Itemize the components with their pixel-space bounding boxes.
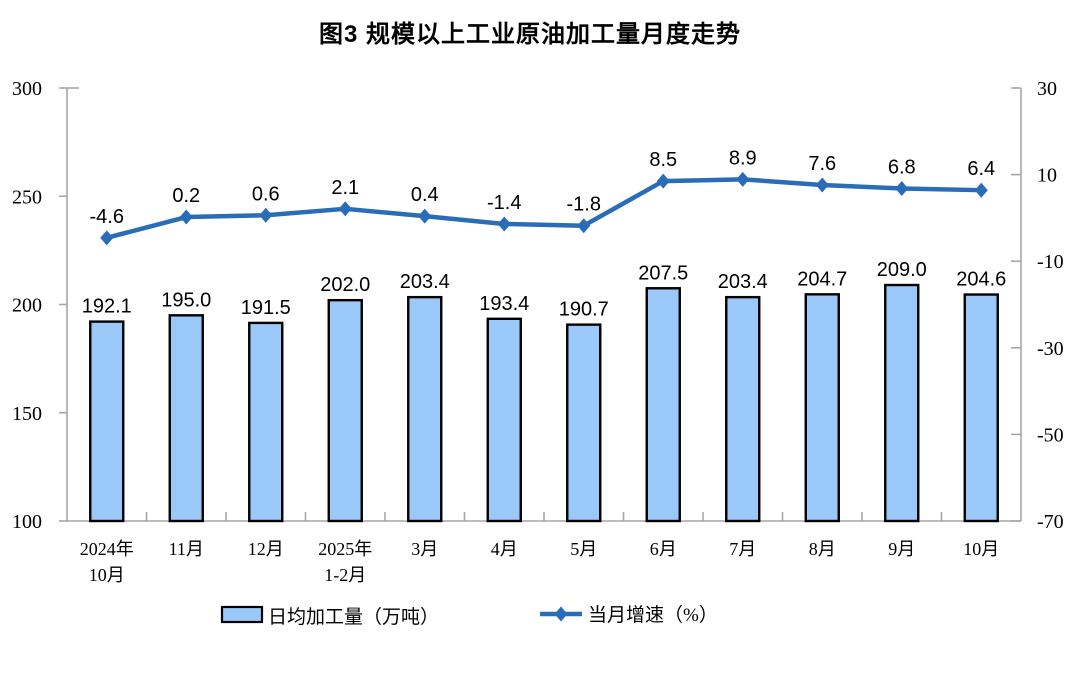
line-value-label: -1.4 [487,192,521,214]
bar [725,295,761,523]
x-axis-category-label: 1-2月 [324,565,366,585]
bar-value-label: 202.0 [320,274,370,296]
line-marker-icon [974,182,988,198]
line-value-label: 8.5 [649,149,677,171]
line-value-label: 7.6 [808,153,836,175]
x-axis-category-label: 10月 [89,565,125,585]
x-axis-category-label: 7月 [729,539,756,559]
right-axis-tick-label: 10 [1037,165,1057,187]
bar [884,283,920,523]
bar-value-label: 204.7 [797,268,847,290]
line-value-label: 6.4 [967,158,995,180]
line-marker-icon [815,177,829,193]
right-axis-tick-label: -50 [1037,424,1064,446]
x-axis-category-label: 9月 [888,539,915,559]
right-axis-tick-label: -30 [1037,338,1064,360]
line-marker-icon [497,216,511,232]
bar-value-label: 193.4 [479,293,529,315]
line-value-label: 8.9 [729,147,757,169]
line-marker-icon [179,209,193,225]
bar [168,314,204,523]
left-axis-tick-label: 250 [12,186,42,208]
left-axis-tick-label: 300 [12,78,42,100]
line-marker-icon [577,218,591,234]
right-axis-tick-label: 30 [1037,78,1057,100]
line-value-label: 6.8 [888,156,916,178]
line-marker-icon [338,201,352,217]
x-axis-category-label: 11月 [169,539,204,559]
left-axis-tick-label: 150 [12,403,42,425]
left-axis-tick-label: 100 [12,511,42,533]
bar [89,320,125,523]
bar-value-label: 190.7 [559,299,609,321]
bar-value-label: 203.4 [400,271,450,293]
bar-value-label: 195.0 [161,289,211,311]
legend-bar-label: 日均加工量（万吨） [268,606,439,628]
x-axis-category-label: 6月 [650,539,677,559]
x-axis-category-label: 2024年 [80,539,134,559]
legend-line-label: 当月增速（%） [588,604,718,626]
bar-value-label: 207.5 [638,262,688,284]
line-value-label: 2.1 [331,177,359,199]
bar-value-label: 203.4 [718,271,768,293]
chart-title: 图3 规模以上工业原油加工量月度走势 [318,21,741,48]
x-axis-category-label: 4月 [491,539,518,559]
x-axis-category-label: 5月 [570,539,597,559]
right-axis-tick-label: -70 [1037,511,1064,533]
line-marker-icon [736,171,750,187]
line-value-label: 0.4 [411,184,439,206]
line-marker-icon [259,207,273,223]
bar [407,295,443,523]
bar [566,323,602,523]
bar-value-label: 191.5 [241,297,291,319]
left-axis-tick-label: 200 [12,295,42,317]
bar [486,317,522,523]
right-axis-tick-label: -10 [1037,251,1064,273]
bar-value-label: 209.0 [877,259,927,281]
growth-line [104,177,984,241]
bar [963,293,999,523]
line-marker-icon [418,208,432,224]
line-marker-icon [656,173,670,189]
x-axis-category-label: 2025年 [318,539,372,559]
x-axis-category-label: 10月 [963,539,999,559]
legend-bar-swatch [220,605,264,624]
bar [327,298,363,523]
bar-value-label: 192.1 [82,296,132,318]
line-value-label: -4.6 [90,206,124,228]
bar-value-label: 204.6 [956,269,1006,291]
bar [645,287,681,523]
bar [804,293,840,523]
line-marker-icon [100,230,114,246]
line-value-label: -1.8 [567,194,601,216]
legend-line-marker-icon [554,606,568,622]
x-axis-category-label: 12月 [248,539,284,559]
x-axis-category-label: 8月 [809,539,836,559]
line-marker-icon [895,180,909,196]
line-value-label: 0.2 [172,185,200,207]
line-value-label: 0.6 [252,183,280,205]
x-axis-category-label: 3月 [411,539,438,559]
bar [248,321,284,523]
